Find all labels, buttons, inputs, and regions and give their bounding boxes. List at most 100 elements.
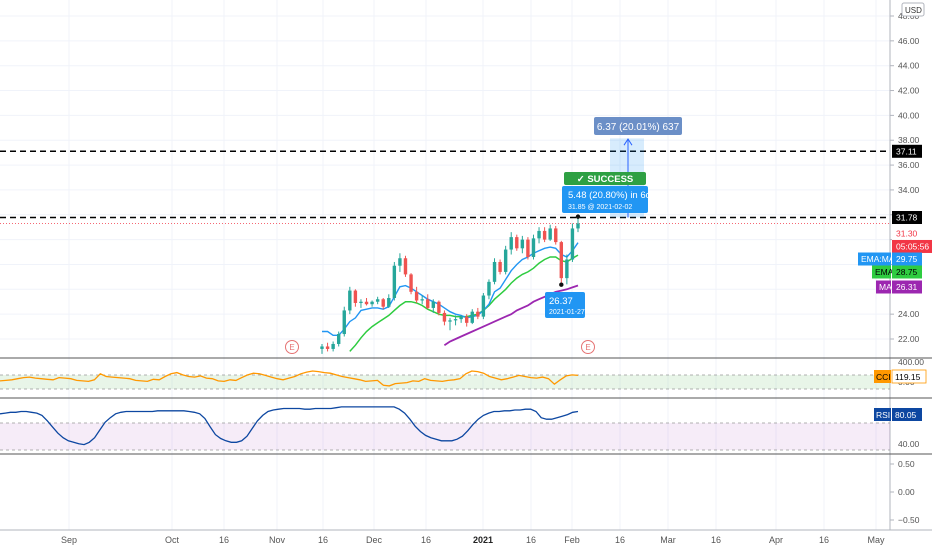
price-tick-label: 34.00	[898, 185, 920, 195]
candle[interactable]	[403, 255, 408, 277]
candle[interactable]	[348, 286, 352, 315]
time-tick-label: Sep	[61, 535, 77, 545]
candle[interactable]	[481, 293, 486, 320]
candle[interactable]	[509, 232, 513, 255]
currency-badge[interactable]: USD	[901, 2, 925, 17]
candle-body	[537, 230, 541, 239]
candle-body	[464, 316, 469, 323]
candle[interactable]	[392, 261, 397, 301]
candle[interactable]	[387, 294, 391, 308]
cci-pane[interactable]: 400.000.00	[0, 357, 924, 390]
candle[interactable]	[364, 298, 369, 306]
candle[interactable]	[476, 307, 480, 320]
candle[interactable]	[515, 234, 519, 251]
earnings-marker[interactable]: E	[581, 340, 595, 354]
candle[interactable]	[565, 254, 569, 285]
bottom-tick-label: −0.50	[898, 515, 920, 525]
legend-name: EMA	[875, 267, 894, 277]
candle[interactable]	[470, 309, 474, 325]
candle[interactable]	[503, 245, 508, 275]
cci-value-tag[interactable]: CCI 119.15	[874, 369, 927, 384]
candle[interactable]	[381, 298, 385, 310]
time-tick-label: 16	[421, 535, 431, 545]
candle-body	[359, 301, 363, 303]
candle[interactable]	[492, 258, 497, 285]
bottom-tick-label: 0.50	[898, 459, 915, 469]
candle-body	[392, 265, 397, 299]
candles[interactable]	[320, 216, 580, 354]
candle[interactable]	[570, 223, 575, 262]
candle-body	[531, 238, 536, 258]
legend-ma[interactable]: MA 26.31	[876, 280, 922, 294]
candle-body	[576, 223, 580, 229]
candle[interactable]	[426, 294, 430, 310]
candle[interactable]	[336, 331, 341, 347]
candle[interactable]	[320, 343, 324, 354]
candle[interactable]	[431, 299, 436, 313]
legend-value-bg	[892, 280, 922, 294]
candle[interactable]	[420, 295, 424, 305]
candle[interactable]	[325, 342, 330, 352]
target-label: 6.37 (20.01%) 637	[597, 122, 680, 133]
trade-annotations[interactable]: ✓ SUCCESS 5.48 (20.80%) in 6d 31.85 @ 2021…	[285, 172, 651, 354]
candle-body	[554, 228, 558, 243]
candle[interactable]	[487, 279, 491, 300]
candle[interactable]	[531, 234, 536, 260]
candle[interactable]	[537, 227, 541, 244]
candle[interactable]	[370, 300, 374, 307]
candle[interactable]	[409, 273, 413, 295]
candle[interactable]	[542, 227, 547, 243]
earnings-marker[interactable]: E	[285, 340, 299, 354]
candle[interactable]	[414, 286, 419, 303]
candle[interactable]	[442, 310, 447, 326]
candle-body	[515, 237, 519, 249]
legend-name-bg	[858, 252, 891, 266]
candle-body	[526, 239, 530, 258]
legend-value-bg	[892, 265, 922, 279]
candle[interactable]	[459, 315, 463, 323]
rsi-value-tag[interactable]: RSI 80.05	[874, 408, 922, 421]
legend-ema-ma[interactable]: EMA:MA 29.75	[858, 252, 922, 266]
candle[interactable]	[398, 253, 402, 272]
countdown-label-text: 05:05:56	[896, 241, 929, 251]
candle[interactable]	[559, 240, 564, 285]
rsi-pane[interactable]: 40.00	[0, 406, 920, 451]
legend-value: 28.75	[896, 267, 918, 277]
candle[interactable]	[554, 225, 558, 245]
rsi-value: 80.05	[895, 410, 917, 420]
cci-name-bg	[874, 370, 891, 383]
candle[interactable]	[548, 224, 552, 241]
candle[interactable]	[359, 299, 363, 308]
candle[interactable]	[437, 300, 441, 316]
legend-ema[interactable]: EMA 28.75	[872, 265, 922, 279]
candle[interactable]	[498, 259, 502, 275]
ma-line	[443, 284, 579, 346]
legend-name-bg	[876, 280, 891, 294]
candle[interactable]	[526, 237, 530, 260]
time-axis: Sep Oct 16 Nov 16 Dec 16 2021 16 Feb 16 Mar 16 Apr 16 M…	[61, 535, 885, 545]
candle-body	[470, 311, 474, 323]
candle[interactable]	[353, 289, 358, 307]
countdown-label-bg	[892, 239, 932, 253]
price-label-37-11-bg	[892, 144, 922, 158]
currency-badge-bg	[901, 2, 925, 17]
horizontal-lines[interactable]	[0, 150, 890, 224]
candle[interactable]	[520, 235, 525, 254]
candle[interactable]	[375, 296, 380, 305]
price-axis: 48.0046.0044.0042.0040.0038.0036.0034.00…	[890, 11, 920, 344]
candle[interactable]	[331, 341, 335, 352]
candle[interactable]	[342, 306, 346, 337]
cci-line	[0, 370, 579, 387]
candle[interactable]	[448, 317, 452, 331]
legend-name: EMA:MA	[861, 254, 895, 264]
candle-body	[503, 249, 508, 272]
legend-value: 29.75	[896, 254, 918, 264]
candle[interactable]	[464, 314, 469, 327]
candle-body	[320, 346, 324, 349]
candle[interactable]	[453, 315, 458, 326]
time-tick-label: 16	[526, 535, 536, 545]
time-tick-label: May	[867, 535, 885, 545]
